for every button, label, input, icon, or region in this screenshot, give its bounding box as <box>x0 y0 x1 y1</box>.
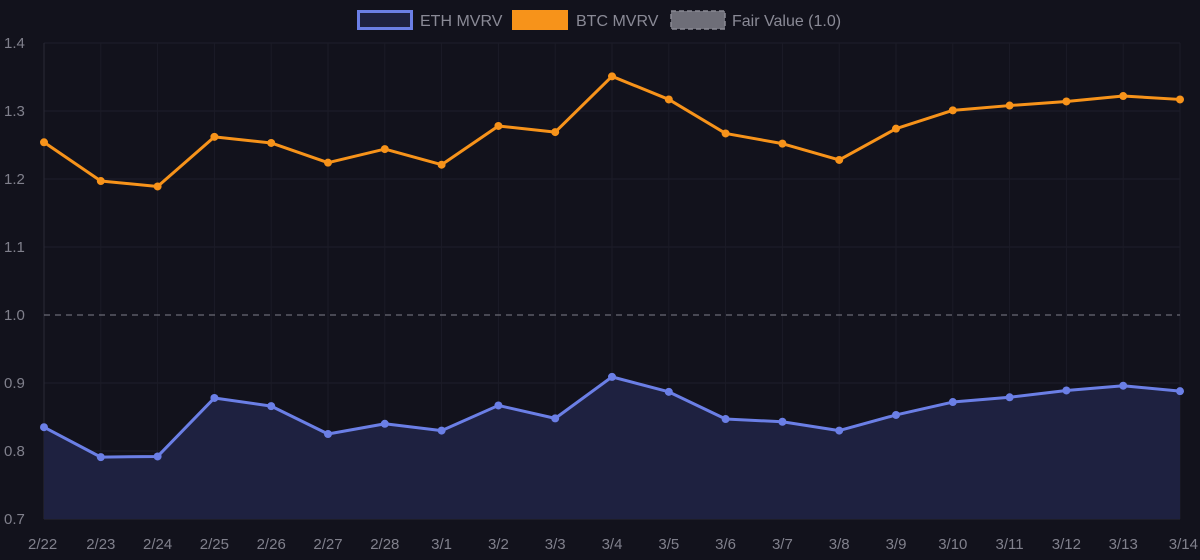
x-tick-label: 3/3 <box>545 536 566 553</box>
x-tick-label: 2/28 <box>370 536 399 553</box>
y-tick-label: 1.0 <box>4 307 25 324</box>
eth-mvrv-point[interactable] <box>835 426 844 435</box>
eth-mvrv-point[interactable] <box>721 415 730 424</box>
btc-mvrv-point[interactable] <box>1062 97 1071 106</box>
x-tick-label: 3/14 <box>1169 536 1198 553</box>
x-tick-label: 3/2 <box>488 536 509 553</box>
btc-mvrv-point[interactable] <box>608 72 616 81</box>
x-tick-label: 2/22 <box>28 536 57 553</box>
x-tick-label: 3/13 <box>1109 536 1138 553</box>
btc-mvrv-point[interactable] <box>1176 95 1184 104</box>
eth-mvrv-point[interactable] <box>1176 387 1184 396</box>
eth-mvrv-point[interactable] <box>40 423 48 432</box>
btc-mvrv-point[interactable] <box>892 124 900 133</box>
y-tick-label: 1.1 <box>4 239 25 256</box>
eth-mvrv-point[interactable] <box>892 410 900 419</box>
eth-mvrv-point[interactable] <box>267 402 276 411</box>
legend: ETH MVRV BTC MVRV Fair Value (1.0) <box>357 10 841 30</box>
eth-mvrv-point[interactable] <box>664 387 673 396</box>
x-tick-label: 3/5 <box>658 536 679 553</box>
btc-mvrv-point[interactable] <box>153 182 162 191</box>
btc-mvrv-point[interactable] <box>948 106 957 115</box>
eth-mvrv-point[interactable] <box>608 372 616 381</box>
btc-mvrv-point[interactable] <box>380 145 389 154</box>
x-tick-label: 2/27 <box>313 536 342 553</box>
btc-mvrv-point[interactable] <box>437 160 446 169</box>
x-tick-label: 3/11 <box>996 536 1024 553</box>
eth-mvrv-point[interactable] <box>778 417 787 426</box>
series-layer <box>40 72 1184 519</box>
eth-mvrv-point[interactable] <box>551 414 560 423</box>
x-tick-label: 2/26 <box>257 536 286 553</box>
btc-mvrv-point[interactable] <box>721 129 730 138</box>
btc-mvrv-point[interactable] <box>664 95 673 104</box>
eth-mvrv-point[interactable] <box>324 430 332 438</box>
legend-swatch-eth <box>357 10 413 30</box>
y-tick-label: 1.2 <box>4 171 25 188</box>
eth-mvrv-point[interactable] <box>494 401 503 410</box>
y-tick-label: 0.8 <box>4 443 25 460</box>
eth-mvrv-point[interactable] <box>210 393 219 402</box>
x-tick-label: 3/6 <box>715 536 736 553</box>
y-tick-label: 0.9 <box>4 375 25 392</box>
x-tick-label: 3/7 <box>772 536 793 553</box>
x-tick-label: 2/24 <box>143 536 172 553</box>
btc-mvrv-point[interactable] <box>835 155 844 164</box>
btc-mvrv-point[interactable] <box>40 138 48 147</box>
x-tick-label: 3/10 <box>938 536 967 553</box>
btc-mvrv-point[interactable] <box>210 132 219 141</box>
x-tick-label: 3/9 <box>886 536 907 553</box>
btc-mvrv-point[interactable] <box>1005 101 1014 110</box>
x-tick-label: 2/23 <box>86 536 115 553</box>
eth-mvrv-point[interactable] <box>153 452 162 461</box>
eth-mvrv-point[interactable] <box>96 453 105 462</box>
eth-mvrv-area <box>44 376 1180 519</box>
y-tick-label: 1.4 <box>4 35 25 52</box>
y-tick-label: 1.3 <box>4 103 25 120</box>
x-tick-label: 3/12 <box>1052 536 1081 553</box>
legend-label[interactable]: BTC MVRV <box>576 13 659 30</box>
eth-mvrv-point[interactable] <box>1062 386 1071 395</box>
x-axis: 2/22 2/23 2/24 2/25 2/26 2/27 2/28 3/1 3/2 3/3 3/4… <box>28 536 1198 553</box>
y-tick-label: 0.7 <box>4 511 25 528</box>
btc-mvrv-point[interactable] <box>324 158 332 167</box>
eth-mvrv-point[interactable] <box>1119 381 1128 390</box>
btc-mvrv-point[interactable] <box>1119 92 1128 101</box>
eth-mvrv-point[interactable] <box>1005 393 1014 402</box>
x-tick-label: 2/25 <box>200 536 229 553</box>
btc-mvrv-point[interactable] <box>551 128 560 137</box>
x-tick-label: 3/4 <box>602 536 623 553</box>
btc-mvrv-point[interactable] <box>96 177 105 186</box>
y-axis: 0.7 0.8 0.9 1.0 1.1 1.2 1.3 1.4 <box>4 35 25 528</box>
btc-mvrv-point[interactable] <box>494 121 503 130</box>
btc-mvrv-point[interactable] <box>778 139 787 148</box>
btc-mvrv-point[interactable] <box>267 138 276 147</box>
legend-swatch-fair-value <box>670 10 726 30</box>
eth-mvrv-point[interactable] <box>380 419 389 428</box>
x-tick-label: 3/8 <box>829 536 850 553</box>
legend-swatch-btc <box>512 10 568 30</box>
eth-mvrv-point[interactable] <box>437 426 446 435</box>
eth-mvrv-point[interactable] <box>948 398 957 407</box>
legend-label[interactable]: Fair Value (1.0) <box>732 13 841 30</box>
x-tick-label: 3/1 <box>431 536 452 553</box>
legend-label[interactable]: ETH MVRV <box>420 13 503 30</box>
